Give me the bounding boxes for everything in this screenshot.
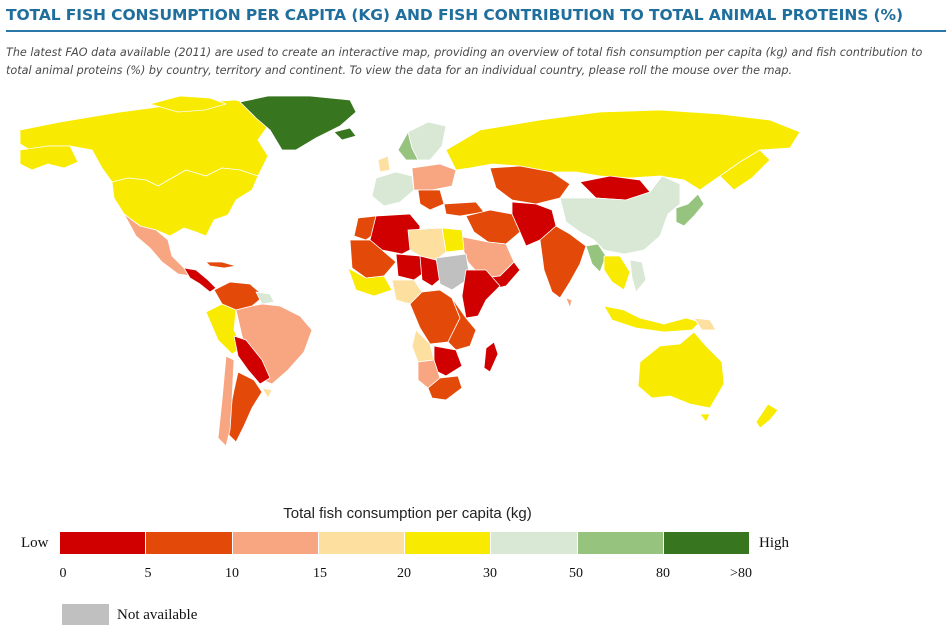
region-tasmania[interactable] — [699, 413, 711, 423]
region-bolivia-paraguay[interactable] — [233, 335, 271, 385]
legend-swatch-50-80 — [577, 532, 664, 554]
region-china[interactable] — [559, 175, 681, 255]
legend-tick: 30 — [483, 566, 497, 581]
region-iran-iraq[interactable] — [465, 209, 521, 245]
legend-tick: 80 — [656, 566, 670, 581]
region-balkans[interactable] — [417, 189, 445, 211]
region-papua[interactable] — [693, 317, 717, 331]
legend-tick: 10 — [225, 566, 239, 581]
legend-swatch-30-50 — [491, 532, 578, 554]
legend-high-label: High — [759, 535, 789, 551]
region-new-zealand[interactable] — [755, 403, 779, 429]
legend-color-scale — [60, 532, 749, 554]
region-western-europe[interactable] — [371, 171, 415, 207]
world-map[interactable] — [0, 90, 952, 460]
legend-swatch-15-20 — [318, 532, 405, 554]
legend-swatch-80-plus — [663, 532, 749, 554]
region-east-africa[interactable] — [447, 297, 477, 351]
region-russia[interactable] — [445, 109, 801, 191]
legend-swatch-20-30 — [405, 532, 492, 554]
page-title: TOTAL FISH CONSUMPTION PER CAPITA (KG) A… — [6, 6, 903, 24]
region-madagascar[interactable] — [483, 341, 499, 373]
region-west-africa-coast[interactable] — [347, 267, 393, 297]
region-sudan[interactable] — [419, 255, 445, 287]
page-description: The latest FAO data available (2011) are… — [6, 46, 923, 77]
region-uruguay[interactable] — [261, 387, 273, 399]
region-south-africa[interactable] — [427, 375, 463, 401]
region-uk[interactable] — [377, 155, 391, 173]
region-australia[interactable] — [637, 331, 725, 409]
region-bangladesh-myanmar[interactable] — [585, 243, 607, 273]
region-alaska[interactable] — [19, 145, 79, 171]
region-ethiopia-somalia[interactable] — [461, 269, 501, 319]
region-indonesia[interactable] — [603, 305, 701, 333]
region-norway[interactable] — [397, 131, 419, 161]
region-chile[interactable] — [217, 355, 235, 447]
region-eastern-europe[interactable] — [411, 163, 457, 191]
legend-tick: 0 — [59, 566, 67, 581]
legend-tick: 5 — [144, 566, 152, 581]
region-south-sudan[interactable] — [435, 253, 471, 291]
legend-not-available-label: Not available — [117, 607, 198, 623]
region-russia-far-east[interactable] — [719, 149, 771, 191]
legend-tick: >80 — [730, 566, 752, 581]
title-divider — [6, 30, 946, 32]
region-vietnam-philippines[interactable] — [629, 259, 647, 293]
legend-low-label: Low — [21, 535, 49, 551]
region-turkey[interactable] — [443, 201, 485, 217]
region-mauritania-mali[interactable] — [349, 239, 397, 279]
legend-swatch-10-15 — [232, 532, 319, 554]
region-greenland[interactable] — [239, 95, 357, 151]
legend-tick: 15 — [313, 566, 327, 581]
region-india[interactable] — [539, 225, 587, 299]
legend-title: Total fish consumption per capita (kg) — [283, 505, 532, 522]
region-southeast-asia[interactable] — [603, 255, 631, 291]
legend-swatch-0-5 — [60, 532, 147, 554]
legend-swatch-5-10 — [146, 532, 233, 554]
region-iceland[interactable] — [333, 127, 357, 141]
region-caribbean[interactable] — [205, 261, 237, 269]
legend-not-available-swatch — [62, 604, 109, 625]
region-guianas[interactable] — [255, 291, 275, 305]
region-canada-islands[interactable] — [149, 95, 227, 113]
region-korea-japan[interactable] — [675, 193, 705, 227]
region-central-america[interactable] — [183, 267, 217, 293]
legend-tick: 50 — [569, 566, 583, 581]
region-sri-lanka[interactable] — [565, 297, 573, 309]
legend-tick: 20 — [397, 566, 411, 581]
